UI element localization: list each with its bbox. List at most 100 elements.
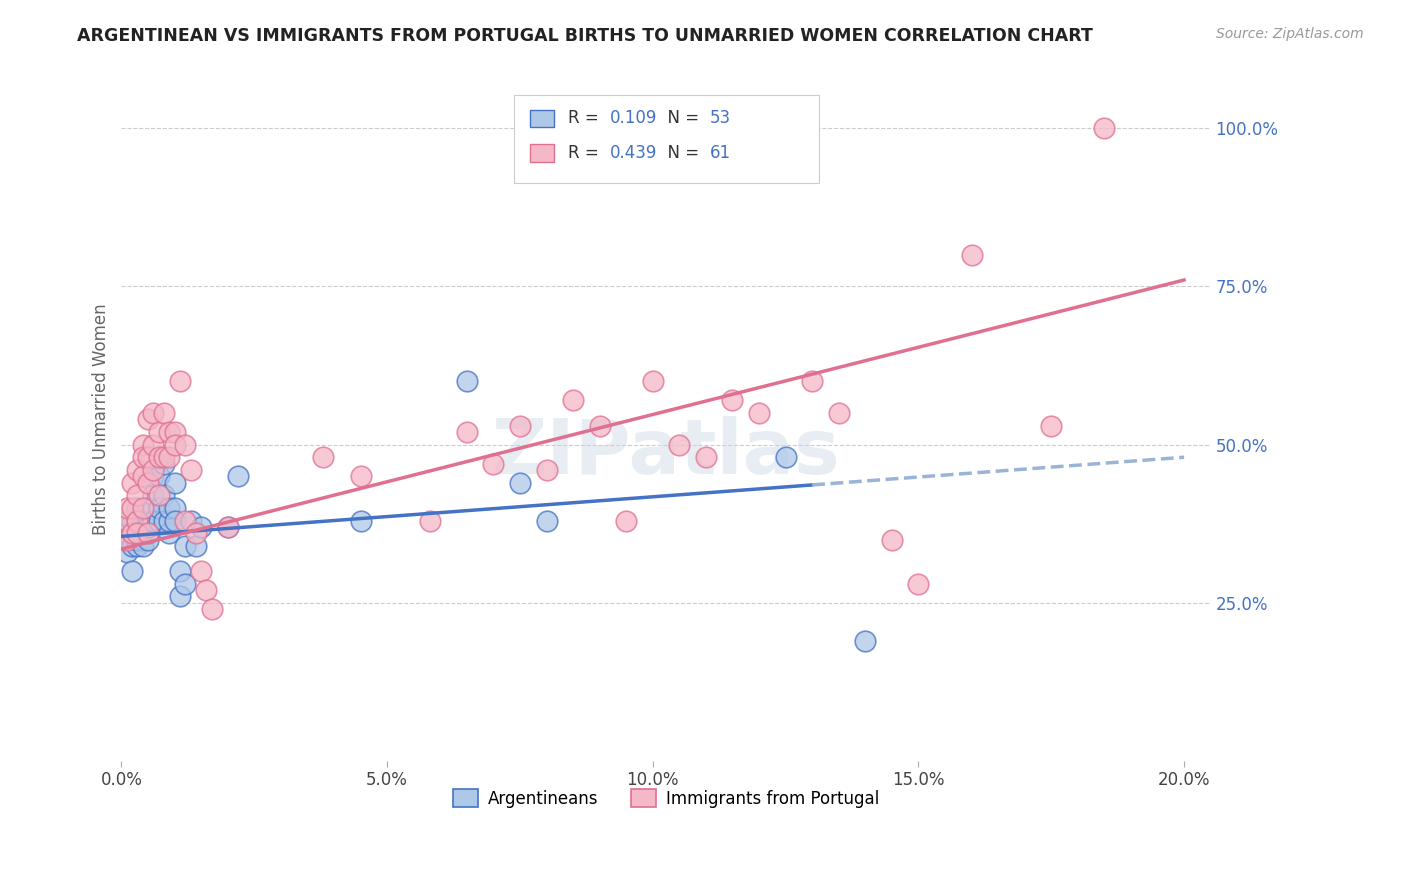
Point [801, 374, 824, 388]
Point [509, 475, 531, 490]
Point [136, 514, 159, 528]
Point [127, 514, 149, 528]
Point [195, 583, 218, 598]
Text: 61: 61 [710, 144, 731, 161]
Point [217, 520, 239, 534]
Point [136, 412, 159, 426]
Point [142, 437, 165, 451]
Point [721, 393, 744, 408]
Point [174, 577, 197, 591]
Point [115, 533, 138, 547]
Point [163, 425, 186, 439]
Point [668, 437, 690, 451]
Point [148, 514, 170, 528]
Point [142, 500, 165, 515]
Point [131, 526, 153, 541]
Point [142, 406, 165, 420]
Point [148, 425, 170, 439]
Point [536, 463, 558, 477]
FancyBboxPatch shape [513, 95, 818, 184]
Point [127, 539, 149, 553]
Point [148, 450, 170, 465]
Point [157, 500, 180, 515]
Point [695, 450, 717, 465]
Point [127, 463, 149, 477]
Point [131, 469, 153, 483]
Point [588, 418, 610, 433]
Point [169, 590, 191, 604]
Point [142, 469, 165, 483]
Point [174, 514, 197, 528]
Text: R =: R = [568, 110, 605, 128]
Point [121, 500, 143, 515]
Point [184, 539, 207, 553]
Point [142, 514, 165, 528]
Point [153, 457, 176, 471]
Point [509, 418, 531, 433]
Point [121, 475, 143, 490]
Point [775, 450, 797, 465]
Point [131, 450, 153, 465]
Point [115, 514, 138, 528]
Point [131, 500, 153, 515]
Point [482, 457, 505, 471]
Point [163, 500, 186, 515]
Point [536, 514, 558, 528]
Point [131, 539, 153, 553]
Point [131, 533, 153, 547]
Point [136, 450, 159, 465]
Point [127, 514, 149, 528]
Point [169, 374, 191, 388]
Point [641, 374, 664, 388]
Point [121, 564, 143, 578]
Point [419, 514, 441, 528]
Point [153, 514, 176, 528]
Point [349, 469, 371, 483]
Point [907, 577, 929, 591]
Text: N =: N = [658, 110, 704, 128]
Point [127, 500, 149, 515]
Point [853, 633, 876, 648]
Point [748, 406, 770, 420]
Point [127, 526, 149, 541]
Point [142, 463, 165, 477]
Point [136, 533, 159, 547]
Point [136, 520, 159, 534]
Text: 0.109: 0.109 [609, 110, 657, 128]
Point [127, 526, 149, 541]
Point [131, 437, 153, 451]
Point [121, 514, 143, 528]
Point [157, 450, 180, 465]
Point [184, 526, 207, 541]
Point [148, 469, 170, 483]
Point [115, 526, 138, 541]
Text: ARGENTINEAN VS IMMIGRANTS FROM PORTUGAL BIRTHS TO UNMARRIED WOMEN CORRELATION CH: ARGENTINEAN VS IMMIGRANTS FROM PORTUGAL … [77, 27, 1094, 45]
Text: ZIPatlas: ZIPatlas [492, 417, 841, 491]
Point [131, 514, 153, 528]
Point [136, 500, 159, 515]
Point [131, 520, 153, 534]
Legend: Argentineans, Immigrants from Portugal: Argentineans, Immigrants from Portugal [446, 782, 886, 814]
Point [163, 475, 186, 490]
Text: R =: R = [568, 144, 605, 161]
Point [562, 393, 585, 408]
Y-axis label: Births to Unmarried Women: Births to Unmarried Women [93, 303, 110, 535]
Point [1092, 121, 1115, 136]
Point [121, 526, 143, 541]
Point [163, 437, 186, 451]
Point [115, 545, 138, 559]
Text: 53: 53 [710, 110, 731, 128]
Point [456, 425, 478, 439]
Point [157, 526, 180, 541]
Point [136, 526, 159, 541]
Point [127, 514, 149, 528]
FancyBboxPatch shape [530, 110, 554, 128]
Point [169, 564, 191, 578]
Text: Source: ZipAtlas.com: Source: ZipAtlas.com [1216, 27, 1364, 41]
Point [217, 520, 239, 534]
Point [121, 539, 143, 553]
Point [828, 406, 851, 420]
Point [148, 500, 170, 515]
Point [174, 539, 197, 553]
Point [115, 500, 138, 515]
